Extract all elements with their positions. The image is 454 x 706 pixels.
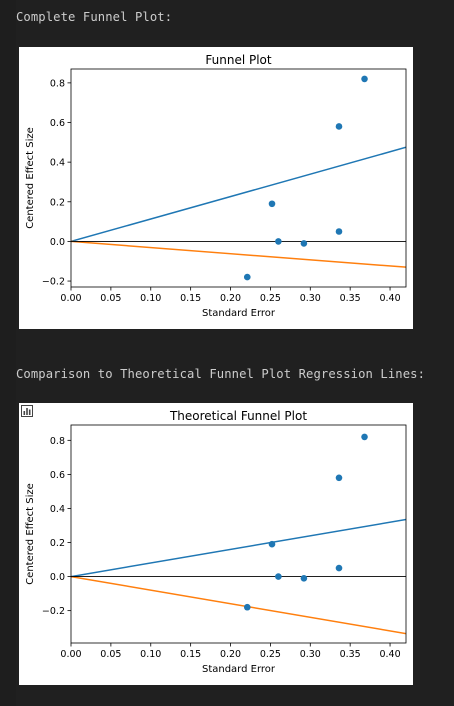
x-tick-label: 0.35 <box>340 649 361 660</box>
y-tick-label: 0.6 <box>50 118 65 129</box>
x-tick-label: 0.00 <box>60 649 81 660</box>
y-tick-label: 0.0 <box>50 572 65 583</box>
y-tick-label: 0.4 <box>50 158 65 169</box>
x-tick-label: 0.35 <box>340 293 361 304</box>
data-point <box>300 240 308 247</box>
y-tick-label: 0.4 <box>50 504 65 515</box>
chart-title: Theoretical Funnel Plot <box>169 409 307 423</box>
data-point <box>335 564 343 572</box>
bar-chart-icon[interactable] <box>21 405 33 417</box>
axes-frame <box>70 68 407 288</box>
x-tick-label: 0.20 <box>220 649 241 660</box>
data-point <box>361 433 368 441</box>
output-text-comparison: Comparison to Theoretical Funnel Plot Re… <box>16 367 426 381</box>
y-tick-label: 0.0 <box>50 237 65 248</box>
plot-area <box>71 433 406 635</box>
y-tick-label: −0.2 <box>42 277 65 288</box>
lower-regression-line <box>71 575 406 635</box>
y-tick-label: 0.8 <box>50 436 65 447</box>
data-point <box>335 228 343 235</box>
x-tick-label: 0.10 <box>140 293 161 304</box>
x-tick-label: 0.40 <box>379 293 400 304</box>
x-tick-label: 0.15 <box>180 293 201 304</box>
y-tick-label: 0.8 <box>50 78 65 89</box>
x-tick-label: 0.00 <box>60 293 81 304</box>
data-point <box>300 574 308 582</box>
y-tick-label: 0.2 <box>50 197 65 208</box>
y-tick-label: −0.2 <box>42 606 65 617</box>
lower-regression-line <box>71 240 406 268</box>
data-point <box>268 200 276 208</box>
upper-regression-line <box>71 518 406 578</box>
data-point <box>335 123 343 130</box>
plot-area <box>71 75 406 281</box>
data-point <box>275 573 282 580</box>
data-point <box>335 474 343 482</box>
x-tick-label: 0.05 <box>100 293 121 304</box>
x-tick-label: 0.25 <box>260 649 281 660</box>
x-tick-label: 0.25 <box>260 293 281 304</box>
y-axis-label: Centered Effect Size <box>25 127 36 229</box>
upper-regression-line <box>71 146 406 243</box>
y-tick-label: 0.2 <box>50 538 65 549</box>
data-point <box>275 238 282 245</box>
x-axis-label: Standard Error <box>202 664 276 675</box>
theoretical-funnel-plot-figure: Theoretical Funnel Plot 0.00 0.05 0.10 0.15 0… <box>19 403 413 685</box>
x-tick-label: 0.15 <box>180 649 201 660</box>
x-tick-label: 0.30 <box>300 649 321 660</box>
x-tick-label: 0.40 <box>379 649 400 660</box>
data-point <box>243 273 251 281</box>
y-axis-label: Centered Effect Size <box>25 483 36 585</box>
data-point <box>268 540 276 548</box>
funnel-plot-chart: Funnel Plot 0.00 0.05 0.10 0.15 0.20 0.25 0.30 0… <box>25 53 407 319</box>
data-point <box>361 75 368 83</box>
data-point <box>243 603 251 611</box>
output-text-complete-funnel: Complete Funnel Plot: <box>16 10 173 24</box>
x-tick-label: 0.30 <box>300 293 321 304</box>
x-tick-label: 0.10 <box>140 649 161 660</box>
axes-frame <box>70 424 407 644</box>
y-tick-label: 0.6 <box>50 470 65 481</box>
output-gutter <box>0 0 16 706</box>
x-tick-label: 0.05 <box>100 649 121 660</box>
theoretical-funnel-plot-chart: Theoretical Funnel Plot 0.00 0.05 0.10 0.15 0… <box>25 409 407 675</box>
x-tick-label: 0.20 <box>220 293 241 304</box>
chart-title: Funnel Plot <box>205 53 272 67</box>
funnel-plot-figure: Funnel Plot 0.00 0.05 0.10 0.15 0.20 0.25 0.30 0… <box>19 47 413 329</box>
x-axis-label: Standard Error <box>202 308 276 319</box>
